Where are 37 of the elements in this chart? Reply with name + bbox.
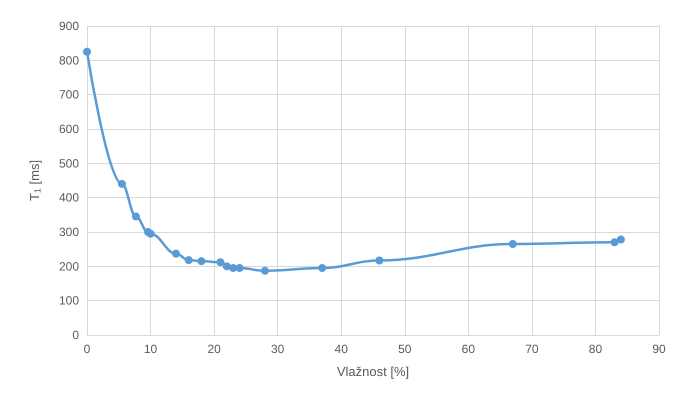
- y-tick-label: 0: [72, 328, 80, 342]
- point: [83, 48, 91, 56]
- point: [118, 180, 126, 188]
- point: [184, 256, 193, 264]
- point: [260, 266, 269, 275]
- x-tick-label: 80: [588, 342, 602, 356]
- y-tick-label: 500: [58, 156, 80, 170]
- y-tick-label: 800: [58, 53, 80, 68]
- point: [146, 230, 155, 238]
- x-axis-title: Vlažnost [%]: [336, 364, 410, 379]
- point: [318, 264, 326, 272]
- y-tick-label: 600: [58, 122, 80, 136]
- y-tick-label: 100: [58, 294, 80, 308]
- point: [172, 250, 180, 258]
- y-axis-title: T1 [ms]: [27, 160, 42, 202]
- x-tick-label: 90: [652, 342, 666, 356]
- x-tick-label: 70: [525, 342, 539, 356]
- x-tick-label: 50: [398, 342, 412, 356]
- y-tick-label: 700: [58, 88, 80, 102]
- x-tick-label: 30: [270, 342, 285, 356]
- point: [132, 212, 140, 221]
- point: [197, 257, 206, 266]
- x-tick-label: 0: [84, 342, 91, 356]
- point: [508, 240, 517, 248]
- y-tick-label: 300: [58, 225, 80, 239]
- x-tick-label: 60: [462, 342, 476, 356]
- point: [236, 264, 244, 272]
- point: [610, 238, 619, 246]
- point: [216, 258, 224, 266]
- y-tick-label: 400: [58, 190, 80, 205]
- y-tick-label: 900: [58, 19, 80, 33]
- y-tick-label: 200: [58, 259, 80, 274]
- x-tick-label: 40: [334, 342, 348, 356]
- x-tick-label: 10: [144, 342, 158, 356]
- point: [616, 236, 625, 244]
- x-tick-label: 20: [207, 342, 222, 356]
- point: [375, 256, 384, 264]
